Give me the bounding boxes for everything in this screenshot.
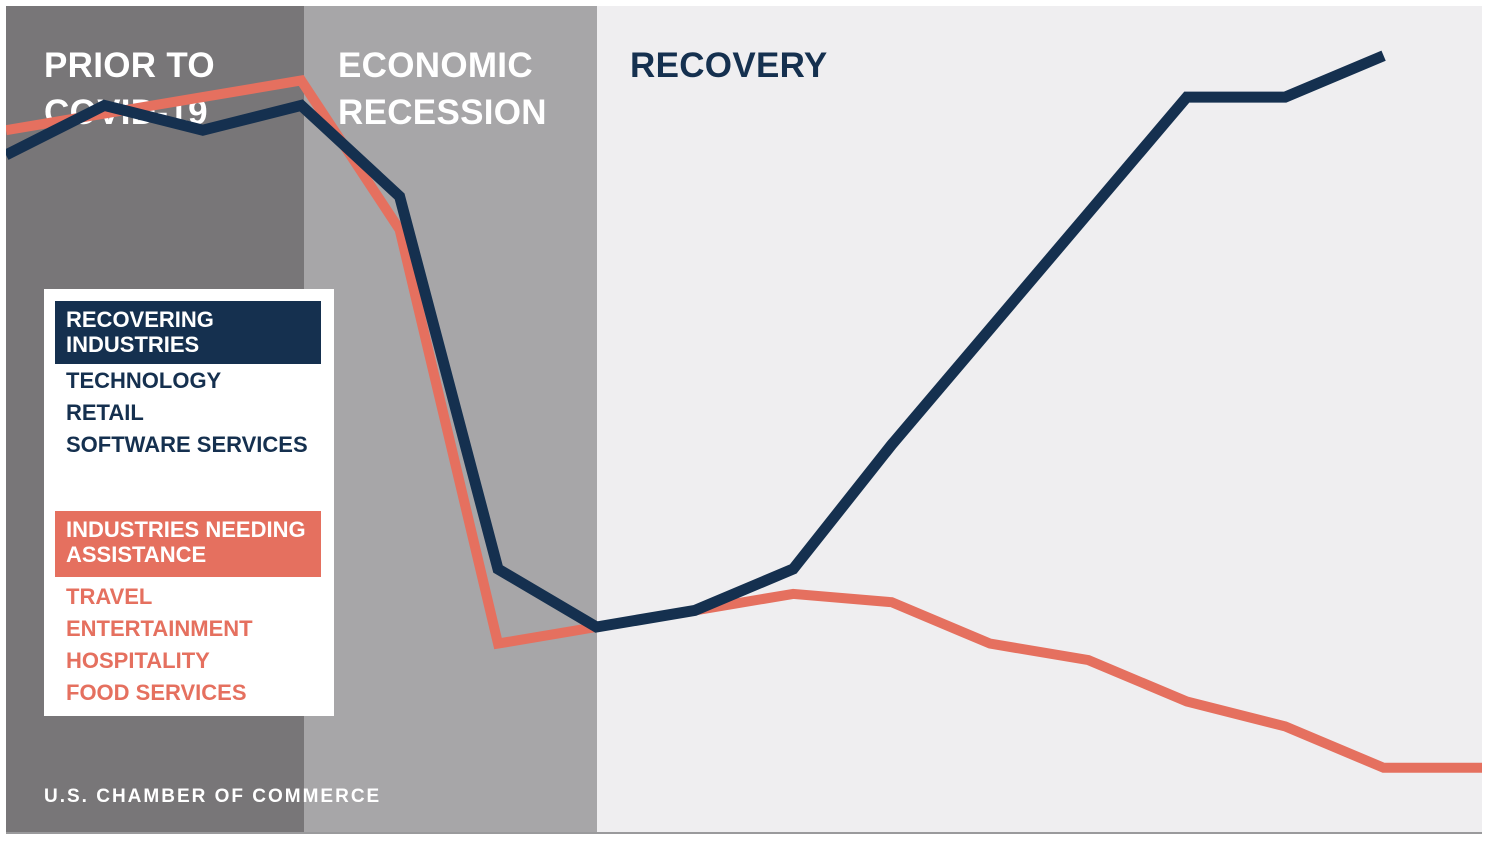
bottom-divider [6, 832, 1482, 834]
legend-assistance-title-text: INDUSTRIES NEEDING ASSISTANCE [66, 517, 306, 567]
phase-recovery-background [597, 6, 1482, 834]
legend: RECOVERING INDUSTRIES TECHNOLOGY RETAIL … [44, 289, 334, 716]
legend-recovering-list: TECHNOLOGY RETAIL SOFTWARE SERVICES [66, 365, 308, 461]
legend-recovering-title: RECOVERING INDUSTRIES [55, 301, 321, 364]
legend-assistance-item: FOOD SERVICES [66, 680, 247, 705]
series-line-recovering [6, 50, 1386, 633]
legend-recovering-item: SOFTWARE SERVICES [66, 432, 308, 457]
legend-recovering-item: TECHNOLOGY [66, 368, 222, 393]
phase-recession-background [304, 6, 597, 834]
legend-recovering-title-text: RECOVERING INDUSTRIES [66, 307, 214, 357]
legend-assistance-title: INDUSTRIES NEEDING ASSISTANCE [55, 511, 321, 577]
phase-recession-title: ECONOMIC RECESSION [338, 46, 547, 132]
series-line-assistance [6, 75, 1482, 773]
legend-assistance-item: TRAVEL [66, 584, 153, 609]
legend-assistance-item: HOSPITALITY [66, 648, 210, 673]
legend-assistance-list: TRAVEL ENTERTAINMENT HOSPITALITY FOOD SE… [66, 581, 253, 709]
legend-assistance-item: ENTERTAINMENT [66, 616, 253, 641]
line-plot [6, 50, 1482, 773]
legend-recovering-item: RETAIL [66, 400, 144, 425]
chart-frame: PRIOR TO COVID-19 ECONOMIC RECESSION REC… [6, 6, 1482, 834]
phase-recovery-title: RECOVERY [630, 46, 828, 85]
source-credit: U.S. CHAMBER OF COMMERCE [44, 786, 382, 807]
